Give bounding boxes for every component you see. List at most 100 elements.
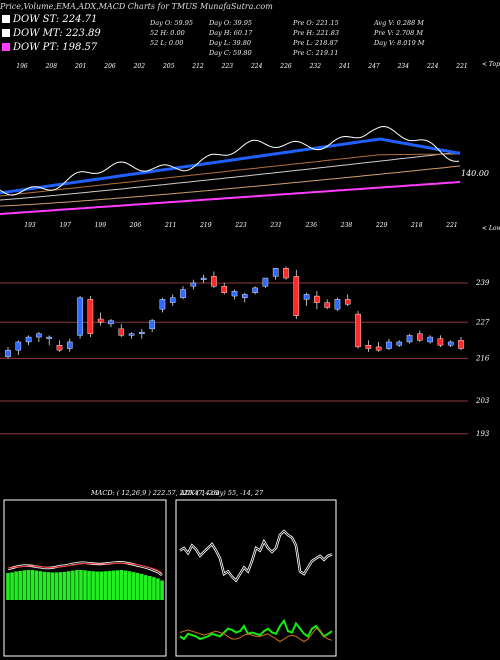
top-label: 223 (221, 63, 234, 70)
macd-hist-bar (54, 572, 59, 600)
top-label: 224 (250, 63, 263, 70)
stat-52w-high: 52 H: 0.00 (150, 29, 185, 37)
macd-hist-bar (34, 570, 39, 600)
candle-body (87, 299, 94, 334)
legend-label-pt: DOW PT: 198.57 (13, 42, 98, 53)
mid-label: 221 (445, 222, 457, 229)
stats-col-1: Day O: 59.95 52 H: 0.00 52 L: 0.00 (150, 18, 193, 48)
macd-hist-bar (71, 570, 75, 600)
macd-hist-bar (14, 571, 18, 600)
macd-hist-bar (87, 570, 91, 600)
chart-caption: Price,Volume,EMA,ADX,MACD Charts for TMU… (0, 2, 273, 11)
ema-mid-line-3 (0, 153, 460, 197)
legend-swatch-pt (2, 43, 10, 51)
candle-body (375, 346, 382, 351)
macd-hist-bar (119, 570, 124, 600)
mid-label: 223 (234, 222, 247, 229)
candle-body (447, 341, 454, 346)
macd-header: MACD: ( 12,26,9 ) 222.57, 225.47, -2.9 (90, 489, 219, 497)
stat-day-l: Day L: 39.80 (209, 39, 252, 47)
y-tick-label: 216 (475, 354, 490, 362)
macd-hist-bar (75, 570, 79, 600)
ema-price-line (0, 125, 460, 196)
macd-signal-line (7, 562, 163, 574)
top-label: 232 (309, 63, 322, 70)
mid-label: 218 (410, 222, 423, 229)
macd-hist-bar (103, 571, 108, 600)
ema-short-line (0, 137, 461, 195)
candle-body (118, 328, 125, 336)
legend-label-mt: DOW MT: 223.89 (13, 28, 101, 39)
stat-pre-l: Pre L: 218.87 (293, 39, 338, 47)
ema-mid-line-1 (0, 165, 461, 207)
candle-body (36, 333, 42, 338)
mid-label: 211 (164, 222, 176, 229)
adx-plus-di-core (179, 530, 333, 582)
ema-mid-line-2 (0, 151, 461, 201)
stat-pre-o: Pre O: 221.15 (293, 19, 339, 27)
candle-body (283, 267, 289, 279)
candle-body (427, 336, 433, 343)
stats-col-2: Day O: 39.95 Day H: 60.17 Day L: 39.80 D… (209, 18, 252, 58)
top-label: 196 (16, 63, 28, 70)
macd-hist-bar (148, 576, 152, 600)
stat-day-v: Day V: 8.019 M (374, 39, 425, 47)
legend-swatch-mt (2, 29, 10, 37)
y-tick-label: 203 (475, 397, 490, 405)
price-gridlines: 239 227 216 203 193 (0, 279, 490, 438)
candle-body (355, 313, 361, 348)
candle-body (272, 267, 279, 277)
adx-minus-di (179, 618, 333, 641)
stat-pre-h: Pre H: 221.83 (293, 29, 340, 37)
top-label: 224 (426, 63, 439, 70)
mid-label: 236 (305, 222, 318, 229)
macd-hist-bar (26, 570, 31, 600)
ema-panel: 196 208 201 206 202 205 212 223 224 226 232 241 247 2… (0, 61, 500, 232)
macd-hist-bar (160, 580, 164, 600)
candle-body (262, 277, 269, 287)
adx-panel: ADX ( 14 day) 55, -14, 27 (175, 489, 337, 657)
candle-body (200, 277, 207, 280)
macd-hist-bar (91, 571, 95, 600)
macd-hist-bar (135, 573, 140, 600)
candle-body (406, 335, 413, 343)
stat-day-h: Day H: 60.17 (209, 29, 253, 37)
candle-body (46, 336, 52, 339)
candle-body (180, 289, 186, 298)
macd-hist-bar (18, 570, 22, 600)
candle-body (77, 297, 83, 336)
candle-body (25, 336, 32, 343)
stat-day-c: Day C: 59.80 (209, 49, 252, 57)
stat-day-open: Day O: 59.95 (150, 19, 194, 27)
mid-label: 219 (199, 222, 212, 229)
candle-body (324, 302, 330, 308)
top-label: 205 (162, 63, 175, 70)
top-label: 208 (45, 63, 58, 70)
macd-hist-bar (156, 578, 160, 600)
macd-hist-bar (6, 573, 10, 600)
macd-hist-bar (107, 570, 112, 600)
adx-frame (175, 499, 337, 657)
macd-hist-bar (139, 573, 144, 600)
macd-hist-bar (66, 571, 71, 600)
macd-hist-bar (95, 571, 99, 600)
y-tick-label: 193 (476, 430, 490, 438)
legend-dow-st: DOW ST: 224.71 (2, 14, 97, 25)
stats-col-3: Pre O: 221.15 Pre H: 221.83 Pre L: 218.8… (293, 18, 339, 58)
adx-line (179, 628, 333, 643)
macd-hist-bar (127, 571, 132, 600)
macd-hist-bar (143, 575, 148, 600)
stat-avg-v: Avg V: 0.288 M (374, 19, 424, 27)
candle-body (458, 340, 464, 349)
legend-label-st: DOW ST: 224.71 (13, 14, 98, 25)
macd-hist-bar (152, 577, 156, 600)
mid-label: 206 (129, 222, 142, 229)
stat-pre-v: Pre V: 2.708 M (374, 29, 424, 37)
top-label: 206 (103, 63, 116, 70)
stats-col-4: Avg V: 0.288 M Pre V: 2.708 M Day V: 8.0… (374, 18, 424, 48)
candle-body (396, 341, 403, 346)
macd-hist-bar (115, 570, 120, 600)
upper-right-label: < Tops (482, 61, 500, 68)
top-label: 241 (338, 63, 350, 70)
candle-body (211, 276, 217, 287)
